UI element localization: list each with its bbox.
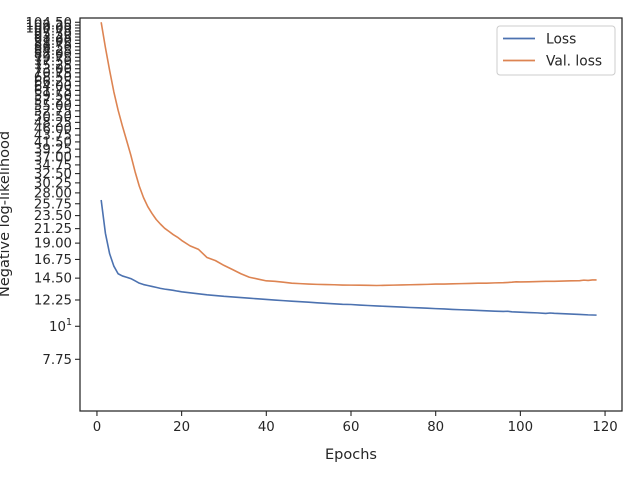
y-tick-label: 57.25 xyxy=(34,94,72,109)
y-tick-label: 12.25 xyxy=(34,294,72,309)
x-tick-label: 120 xyxy=(592,420,617,435)
y-axis: 7.75 101 12.25 14.50 16.7519.0021.2523.5025.… xyxy=(25,16,80,368)
y-tick-label: 50.50 xyxy=(34,110,72,125)
y-tick-label: 48.25 xyxy=(34,116,72,131)
x-tick-label: 20 xyxy=(173,420,190,435)
y-tick-label: 39.25 xyxy=(34,143,72,158)
y-tick-label: 102.25 xyxy=(25,19,72,34)
y-tick-label: 104.50 xyxy=(25,16,72,31)
y-tick-label: 41.50 xyxy=(34,136,72,151)
x-tick-label: 0 xyxy=(93,420,101,435)
x-tick-label: 40 xyxy=(258,420,275,435)
series-line-loss xyxy=(100,199,597,316)
x-tick-label: 80 xyxy=(427,420,444,435)
legend-label: Val. loss xyxy=(546,54,602,70)
y-tick-label: 30.25 xyxy=(34,176,72,191)
x-tick-label: 100 xyxy=(508,420,533,435)
y-tick-label: 23.50 xyxy=(34,209,72,224)
y-tick-label: 77.50 xyxy=(34,55,72,70)
y-tick-label: 43.75 xyxy=(34,129,72,144)
y-tick-label: 68.50 xyxy=(34,71,72,86)
y-tick-label: 88.75 xyxy=(34,37,72,52)
y-tick-label: 16.75 xyxy=(34,253,72,268)
y-tick-label: 97.75 xyxy=(34,25,72,40)
y-tick-label: 84.25 xyxy=(34,44,72,59)
y-tick-label: 59.50 xyxy=(34,89,72,104)
y-tick-label: 93.25 xyxy=(34,31,72,46)
legend-label: Loss xyxy=(546,32,576,48)
y-tick-label: 70.75 xyxy=(34,66,72,81)
y-tick-label: 61.75 xyxy=(34,84,72,99)
y-tick-label: 79.75 xyxy=(34,51,72,66)
series-line-val-loss xyxy=(100,22,597,287)
y-tick-label: 73.00 xyxy=(34,62,72,77)
y-tick-label: 86.50 xyxy=(34,40,72,55)
plot-frame xyxy=(79,17,623,412)
x-axis-label: Epochs xyxy=(325,447,377,463)
y-tick-label: 7.75 xyxy=(42,353,72,368)
y-tick-label: 52.75 xyxy=(34,104,72,119)
legend: Loss Val. loss xyxy=(496,25,616,76)
y-tick-label: 34.75 xyxy=(34,159,72,174)
y-tick-label: 101 xyxy=(49,317,72,335)
y-tick-label: 14.50 xyxy=(34,272,72,287)
y-tick-label: 66.25 xyxy=(34,75,72,90)
x-tick-label: 60 xyxy=(343,420,360,435)
plot-area xyxy=(80,18,622,411)
y-tick-label: 46.00 xyxy=(34,122,72,137)
y-tick-label: 100.00 xyxy=(25,22,72,37)
y-tick-label: 75.25 xyxy=(34,58,72,73)
series-lines xyxy=(100,22,597,316)
y-tick-label: 32.50 xyxy=(34,167,72,182)
y-tick-label: 28.00 xyxy=(34,186,72,201)
y-tick-label: 25.75 xyxy=(34,197,72,212)
y-axis-label: Negative log-likelihood xyxy=(0,131,13,297)
y-tick-label: 95.50 xyxy=(34,28,72,43)
y-tick-label: 91.00 xyxy=(34,34,72,49)
y-tick-label: 55.00 xyxy=(34,99,72,114)
y-tick-label: 82.00 xyxy=(34,47,72,62)
y-tick-label: 37.00 xyxy=(34,150,72,165)
y-tick-label: 21.25 xyxy=(34,222,72,237)
y-tick-label: 64.00 xyxy=(34,79,72,94)
y-tick-label: 19.00 xyxy=(34,237,72,252)
x-axis: 0 20 40 60 80 100 120 xyxy=(93,411,618,435)
